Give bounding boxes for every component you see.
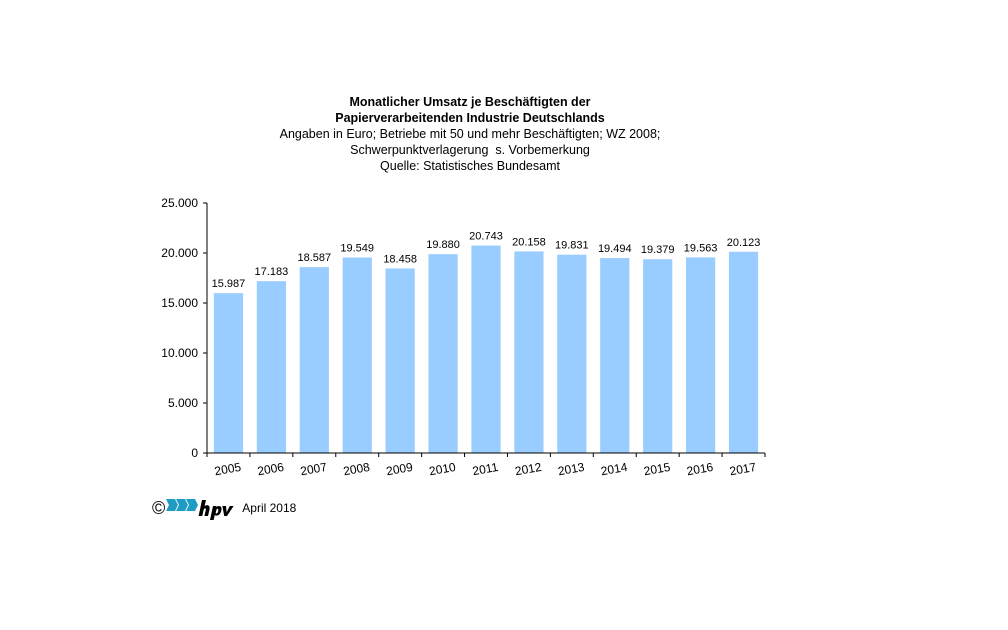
bar-2011: [471, 245, 501, 453]
value-label-2012: 20.158: [512, 236, 546, 248]
x-tick-label-2014: 2014: [600, 460, 629, 478]
value-label-2006: 17.183: [255, 266, 289, 278]
x-tick-label-2007: 2007: [299, 460, 328, 478]
value-labels-group: 15.987 17.183 18.587 19.549 18.458 19.880 20.7…: [212, 231, 761, 291]
y-tick-label: 15.000: [161, 296, 198, 310]
bar-2014: [600, 258, 630, 453]
bar-2015: [643, 259, 673, 453]
bar-2017: [728, 251, 759, 453]
footer: © April 2018: [152, 496, 296, 520]
chart-title-line-1: Monatlicher Umsatz je Beschäftigten der: [349, 95, 591, 109]
value-label-2008: 19.549: [340, 243, 374, 255]
x-tick-label-2011: 2011: [471, 460, 499, 478]
value-label-2009: 18.458: [383, 253, 417, 265]
logo-letter-h-icon: [198, 500, 210, 516]
logo-stripe-icon: [176, 499, 189, 511]
y-tick-label: 20.000: [161, 246, 198, 260]
value-label-2017: 20.123: [727, 237, 761, 249]
bar-2016: [686, 257, 716, 453]
x-tick-label-2006: 2006: [256, 460, 285, 478]
bar-2007: [299, 267, 329, 453]
value-label-2007: 18.587: [297, 252, 331, 264]
x-tick-label-2016: 2016: [686, 460, 715, 478]
logo-letter-p-icon: [210, 506, 222, 520]
chart-title-block: Monatlicher Umsatz je Beschäftigten der …: [180, 94, 760, 174]
value-label-2014: 19.494: [598, 243, 632, 255]
chart-subtitle-line-2: Schwerpunktverlagerung s. Vorbemerkung: [350, 143, 590, 157]
y-tick-labels-group: 0 5.000 10.000 15.000 20.000 25.000: [161, 196, 198, 460]
x-tick-label-2015: 2015: [643, 460, 672, 478]
x-tick-label-2013: 2013: [557, 460, 586, 478]
y-tick-label: 5.000: [168, 396, 198, 410]
x-tick-label-2008: 2008: [342, 460, 371, 478]
bar-2009: [385, 268, 415, 453]
x-tick-label-2010: 2010: [428, 460, 457, 478]
value-label-2016: 19.563: [684, 242, 718, 254]
x-tick-label-2005: 2005: [213, 460, 242, 478]
logo-letter-v-icon: [222, 506, 234, 516]
chart-title-line-2: Papierverarbeitenden Industrie Deutschla…: [335, 111, 605, 125]
chart-subtitle-line-1: Angaben in Euro; Betriebe mit 50 und meh…: [279, 127, 661, 141]
logo-stripe-icon: [186, 499, 199, 511]
chart-subtitle-line-3: Quelle: Statistisches Bundesamt: [380, 159, 560, 173]
value-label-2010: 19.880: [426, 239, 460, 251]
bars-group: [213, 245, 759, 453]
y-tick-label: 25.000: [161, 196, 198, 210]
hpv-logo: [166, 499, 234, 520]
y-tick-label: 0: [191, 446, 198, 460]
bar-2013: [557, 254, 587, 453]
value-label-2011: 20.743: [469, 231, 503, 243]
bar-2012: [514, 251, 544, 453]
bar-2005: [213, 293, 244, 453]
bar-2006: [256, 281, 286, 453]
x-tick-label-2009: 2009: [385, 460, 414, 478]
value-label-2005: 15.987: [212, 278, 246, 290]
x-tick-label-2012: 2012: [514, 460, 543, 478]
x-tick-labels-group: 2005 2006 2007 2008 2009 2010 2011 2012 2013 2014…: [213, 460, 757, 478]
bar-2008: [342, 257, 372, 453]
copyright-symbol: ©: [152, 498, 166, 518]
x-tick-label-2017: 2017: [728, 460, 757, 478]
axes-group: [203, 202, 766, 457]
bar-2010: [428, 254, 458, 453]
y-tick-label: 10.000: [161, 346, 198, 360]
value-label-2015: 19.379: [641, 244, 675, 256]
footer-date: April 2018: [242, 501, 297, 515]
value-label-2013: 19.831: [555, 240, 589, 252]
logo-stripe-icon: [166, 499, 179, 511]
